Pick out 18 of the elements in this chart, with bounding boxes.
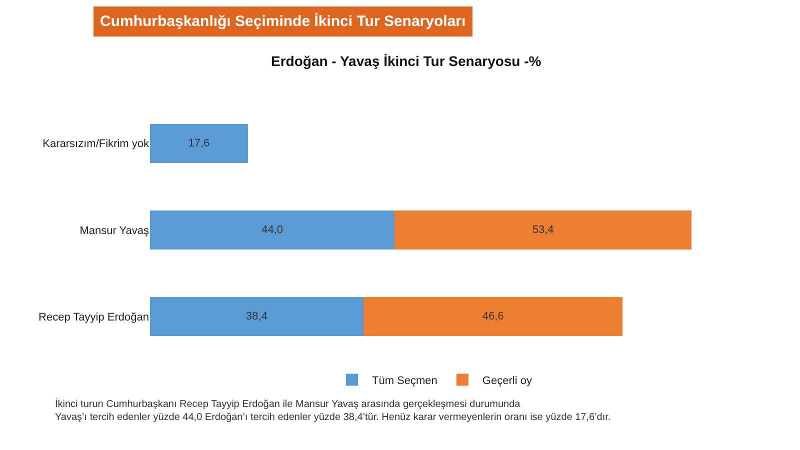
data-label: 46,6 bbox=[482, 310, 504, 323]
data-label: 38,4 bbox=[246, 310, 268, 323]
y-tick-label: Kararsızım/Fikrim yok bbox=[42, 138, 150, 150]
chart-subtitle: Erdoğan - Yavaş İkinci Tur Senaryosu -% bbox=[271, 53, 542, 69]
data-label: 17,6 bbox=[188, 137, 210, 150]
bar bbox=[394, 210, 692, 250]
data-label: 44,0 bbox=[262, 224, 284, 236]
bar bbox=[150, 124, 248, 163]
legend-label: Geçerli oy bbox=[482, 374, 532, 387]
y-tick-label: Recep Tayyip Erdoğan bbox=[38, 312, 149, 324]
chart-title: Cumhurbaşkanlığı Seçiminde İkinci Tur Senaryoları bbox=[100, 13, 466, 30]
bar bbox=[363, 297, 623, 336]
legend-label: Tüm Seçmen bbox=[372, 374, 438, 387]
text: İkinci turun Cumhurbaşkanı Recep Tayyip Erdoğan ile Mansur Yavaş arasında gerçekleşmesi durumunda Yavaş’ı tercih edenler yüzde 44,0 Erdoğan’ı tercih edenler yüzde 38,4’tür. Henüz karar vermeyenlerin oranı ise yüzde 17,6’dır. bbox=[55, 398, 611, 423]
y-tick-label: Mansur Yavaş bbox=[80, 224, 150, 237]
bar bbox=[150, 297, 364, 336]
bar bbox=[150, 210, 395, 250]
data-label: 53,4 bbox=[532, 224, 554, 236]
